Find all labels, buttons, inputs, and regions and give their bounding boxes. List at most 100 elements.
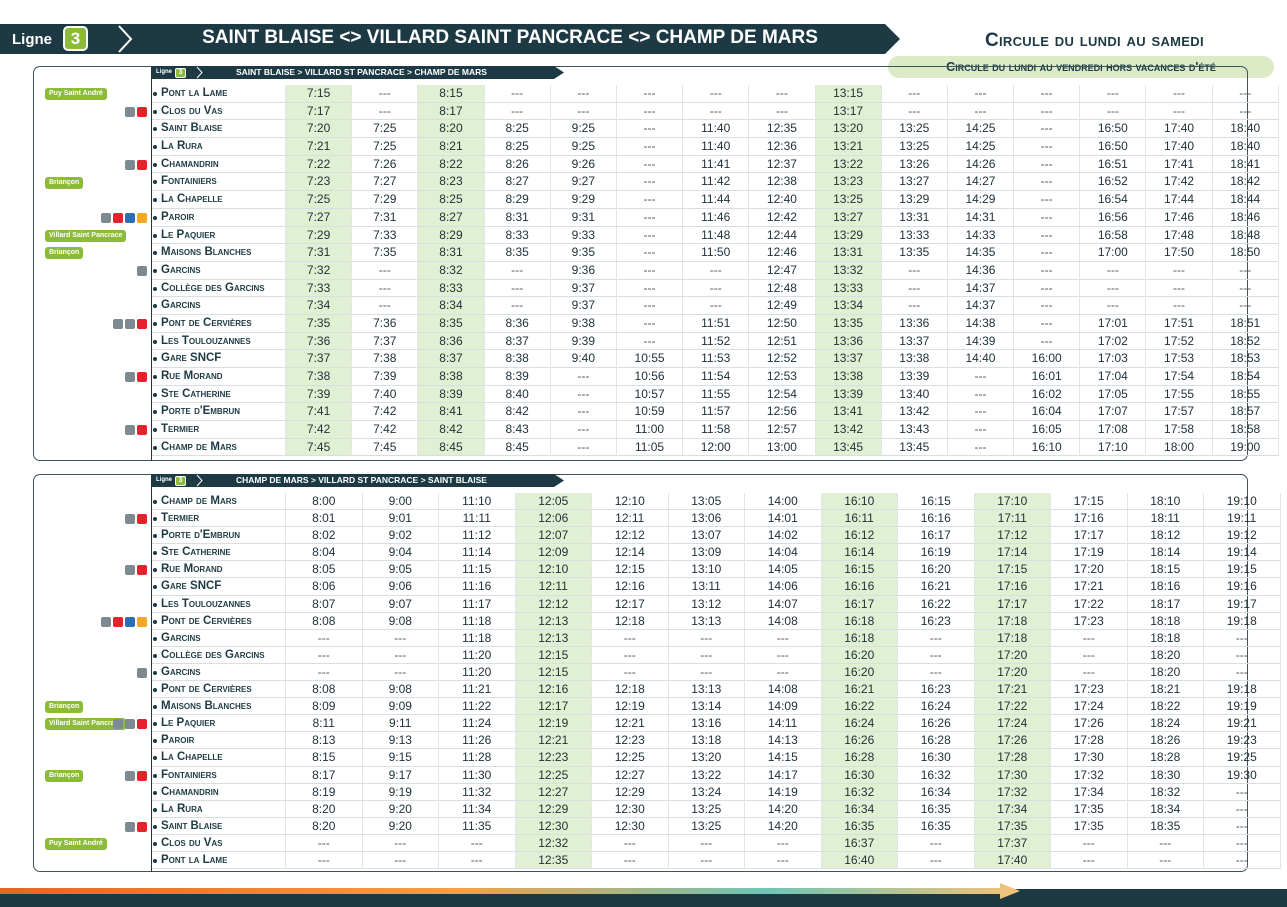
time-cell: 7:33 — [352, 226, 419, 245]
time-cell: --- — [1014, 85, 1081, 103]
time-cell: --- — [1080, 279, 1147, 298]
facility-icon — [113, 319, 123, 330]
time-cell: 8:36 — [484, 314, 551, 333]
time-cell: 13:29 — [881, 191, 948, 209]
time-cell: 18:20 — [1127, 646, 1204, 664]
time-cell: 8:45 — [484, 438, 551, 457]
time-cell: 11:20 — [439, 646, 516, 664]
time-cell: 14:11 — [745, 715, 822, 733]
time-cell: --- — [668, 629, 745, 647]
inbound-subtitle-bar: Ligne 3 CHAMP DE MARS > VILLARD ST PANCR… — [152, 474, 564, 487]
time-cell: 17:23 — [1051, 681, 1128, 699]
time-cell: 17:10 — [974, 493, 1051, 511]
time-cell: --- — [1204, 663, 1281, 682]
time-cell: 13:37 — [815, 350, 882, 368]
time-cell: 17:57 — [1146, 403, 1213, 422]
panel-divider — [151, 474, 152, 872]
stop-name: La Rura — [152, 138, 286, 156]
time-cell: 8:32 — [418, 261, 485, 280]
time-cell: 14:39 — [947, 332, 1015, 351]
time-cell: --- — [1080, 261, 1147, 280]
time-cell: 17:15 — [1051, 493, 1128, 511]
time-cell: 9:08 — [362, 612, 439, 630]
time-cell: --- — [1014, 191, 1081, 209]
time-cell: 13:42 — [815, 421, 882, 439]
time-cell: 16:40 — [821, 851, 898, 870]
outbound-ligne-label: Ligne — [156, 69, 172, 75]
time-cell: 12:40 — [749, 191, 816, 209]
facility-icon — [125, 159, 135, 170]
time-cell: 14:29 — [947, 191, 1015, 209]
time-cell: 16:14 — [821, 544, 898, 562]
time-cell: 17:22 — [1051, 595, 1128, 613]
time-cell: --- — [1051, 834, 1128, 852]
time-cell: 12:51 — [749, 332, 816, 351]
time-cell: 13:25 — [881, 120, 948, 139]
time-cell: 17:32 — [974, 783, 1051, 801]
panel-divider — [151, 66, 152, 461]
service-icons — [113, 319, 147, 330]
time-cell: --- — [1080, 102, 1147, 121]
time-cell: 12:54 — [749, 385, 816, 404]
time-cell: 16:12 — [821, 527, 898, 545]
stop-name: Ste Catherine — [152, 385, 286, 404]
time-cell: 17:35 — [974, 817, 1051, 835]
page-title: SAINT BLAISE <> VILLARD SAINT PANCRACE <… — [202, 27, 818, 48]
time-cell: 12:18 — [592, 612, 669, 630]
facility-icon — [125, 719, 135, 730]
connection-line-icon — [137, 770, 147, 781]
time-cell: 17:35 — [1051, 817, 1128, 835]
time-cell: 18:17 — [1127, 595, 1204, 613]
time-cell: --- — [484, 102, 551, 121]
time-cell: 13:33 — [881, 226, 948, 245]
time-cell: --- — [616, 155, 684, 174]
time-cell: --- — [947, 438, 1015, 457]
time-cell: 14:15 — [745, 749, 822, 767]
time-cell: 12:29 — [515, 800, 592, 818]
time-cell: 14:13 — [745, 732, 822, 750]
time-cell: 17:00 — [1080, 244, 1147, 262]
stop-name: Gare SNCF — [152, 350, 286, 368]
time-cell: 14:27 — [947, 173, 1015, 192]
service-icons — [125, 770, 147, 781]
time-cell: 12:44 — [749, 226, 816, 245]
time-cell: 12:47 — [749, 261, 816, 280]
time-cell: 18:00 — [1146, 438, 1213, 457]
time-cell: --- — [1014, 155, 1081, 174]
time-cell: 8:42 — [418, 421, 485, 439]
time-cell: --- — [683, 297, 750, 315]
time-cell: 13:25 — [668, 800, 745, 818]
time-cell: 8:07 — [286, 595, 363, 613]
time-cell: 11:11 — [439, 510, 516, 528]
time-cell: --- — [1204, 783, 1281, 801]
time-cell: 17:05 — [1080, 385, 1147, 404]
time-cell: 16:24 — [898, 698, 975, 716]
connection-tag: Briançon — [45, 769, 84, 782]
connection-line-icon — [137, 719, 147, 730]
time-cell: 16:22 — [821, 698, 898, 716]
time-cell: 19:30 — [1204, 766, 1281, 784]
time-cell: 14:04 — [745, 544, 822, 562]
time-cell: 11:05 — [616, 438, 684, 457]
circulation-main: Circule du lundi au samedi — [985, 30, 1204, 51]
connection-line-icon — [113, 616, 123, 627]
time-cell: 7:31 — [286, 244, 353, 262]
time-cell: --- — [1051, 646, 1128, 664]
time-cell: --- — [1051, 663, 1128, 682]
time-cell: 17:24 — [974, 715, 1051, 733]
time-cell: --- — [1051, 629, 1128, 647]
time-cell: 11:46 — [683, 208, 750, 227]
connection-line-icon — [125, 212, 135, 223]
time-cell: 9:33 — [550, 226, 617, 245]
time-cell: --- — [745, 834, 822, 852]
time-cell: 13:06 — [668, 510, 745, 528]
time-cell: 13:42 — [881, 403, 948, 422]
time-cell: --- — [286, 646, 363, 664]
time-cell: 16:20 — [898, 561, 975, 579]
time-cell: 18:35 — [1127, 817, 1204, 835]
time-cell: --- — [1080, 85, 1147, 103]
time-cell: --- — [898, 851, 975, 870]
service-icons — [125, 821, 147, 832]
time-cell: 13:37 — [881, 332, 948, 351]
time-cell: 11:22 — [439, 698, 516, 716]
